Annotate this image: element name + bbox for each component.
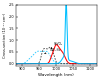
X-axis label: Wavelength (nm): Wavelength (nm): [38, 73, 74, 77]
Text: CaF₂:Yb: CaF₂:Yb: [45, 48, 62, 54]
Text: YbVO₄: YbVO₄: [51, 42, 62, 49]
Y-axis label: Cross-section (10⁻²¹ cm²): Cross-section (10⁻²¹ cm²): [4, 13, 8, 58]
